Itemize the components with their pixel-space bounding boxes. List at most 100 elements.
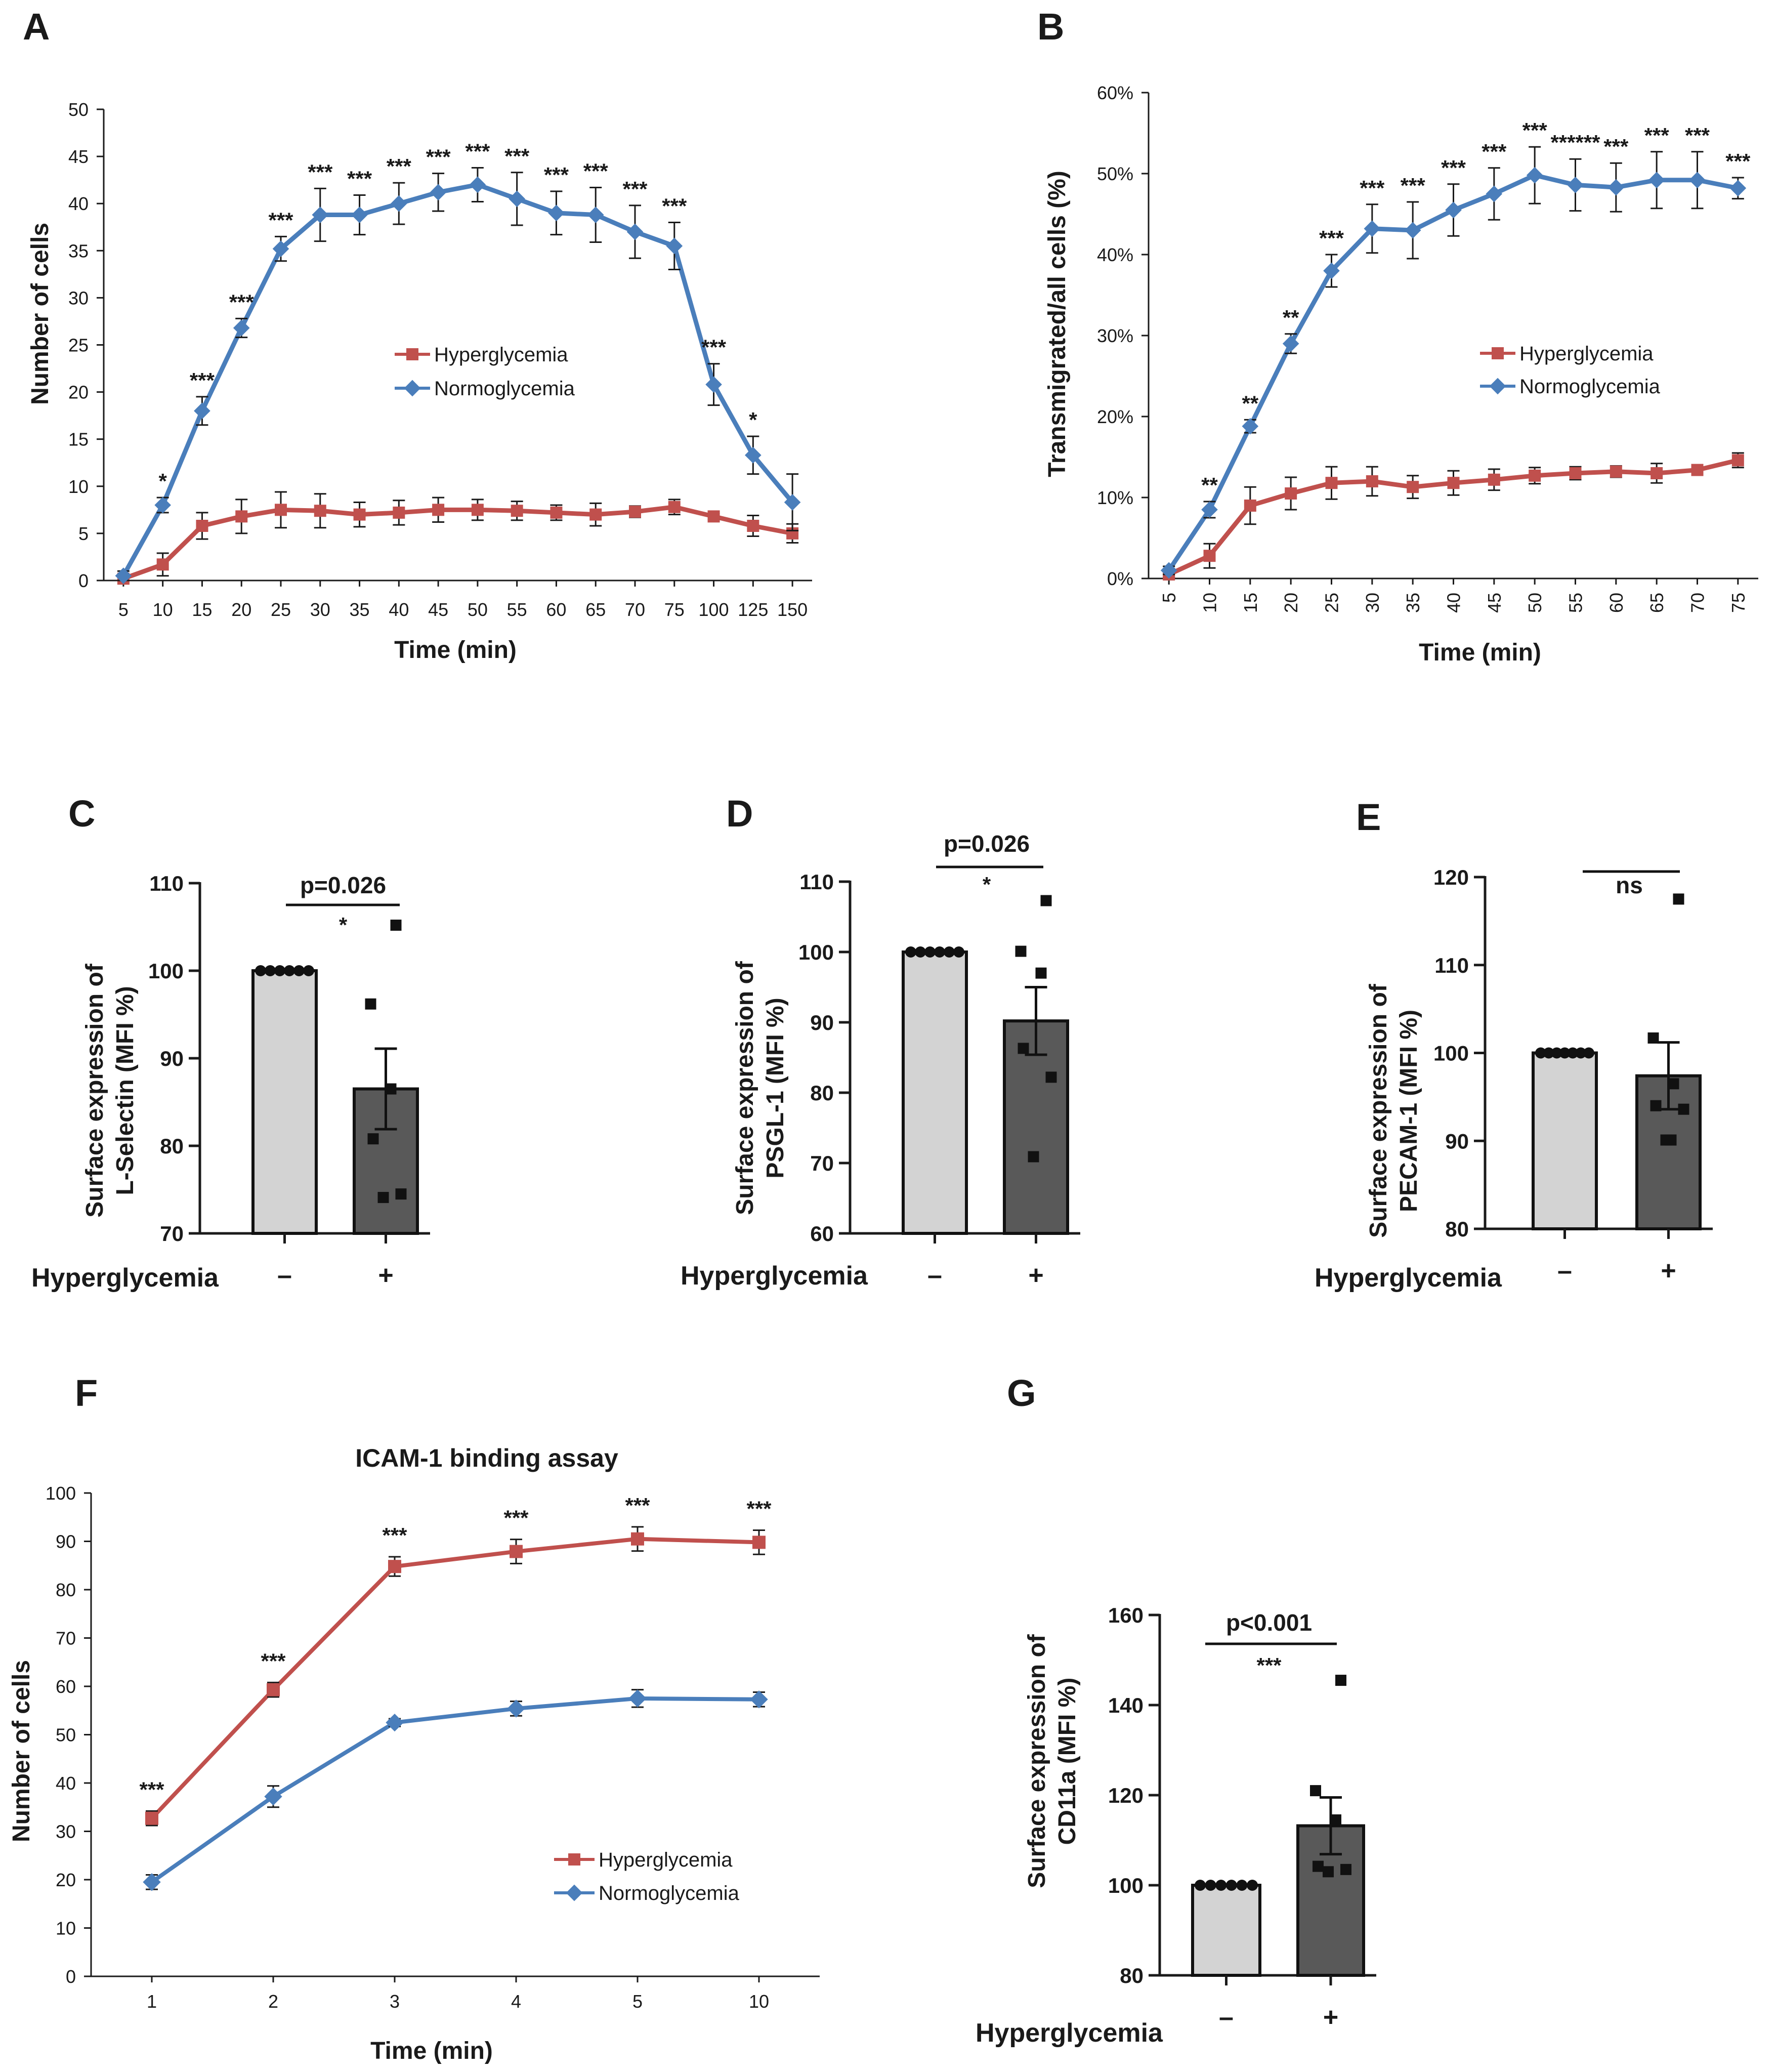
panel-b-significance-label: *** [1482,140,1507,163]
data-point-hyperglycemia [1668,1078,1679,1090]
panel-b-legend: Hyperglycemia Normoglycemia [1480,343,1661,398]
data-point-hyperglycemia [1035,967,1047,979]
panel-g-category-label: – [1219,2003,1234,2032]
panel-a-significance-label: *** [583,159,609,183]
panel-g-p-value: p<0.001 [1226,1609,1312,1636]
data-point-normoglycemia [1160,562,1177,579]
panel-letter-e: E [1356,796,1381,838]
bar-control [251,969,318,1235]
data-point-hyperglycemia [1650,1100,1662,1111]
panel-a-y-tick-label: 10 [68,476,89,497]
data-point-control [944,946,955,958]
data-point-control [1205,1880,1216,1891]
data-point-normoglycemia [115,567,132,585]
data-point-hyperglycemia [752,1536,766,1549]
legend-marker-normoglycemia [566,1884,583,1901]
data-point-normoglycemia [1242,418,1259,435]
legend-label-hyperglycemia: Hyperglycemia [1519,343,1654,365]
data-point-normoglycemia [509,190,525,208]
panel-b-x-tick-label: 5 [1159,593,1179,603]
data-point-control [953,946,964,958]
panel-b-y-tick-label: 30% [1097,325,1133,346]
data-point-control [1247,1880,1258,1891]
panel-e-y-label-line-2: PECAM-1 (MFI %) [1395,1010,1422,1212]
data-point-hyperglycemia [275,504,287,516]
bar-control [1191,1884,1261,1977]
panel-a-y-tick-label: 25 [68,335,89,356]
data-point-hyperglycemia [1244,500,1256,512]
panel-b-significance-label: ** [1283,306,1299,329]
panel-g-significance: *** [1256,1653,1282,1677]
data-point-control [293,965,305,976]
data-point-control [1551,1047,1562,1059]
panel-f-y-tick-label: 60 [56,1676,76,1697]
panel-a-x-tick-label: 30 [310,599,330,620]
panel-letter-a: A [23,6,50,48]
data-point-hyperglycemia [1673,893,1684,905]
panel-c-category-label: + [378,1261,393,1290]
panel-a-significance-label: *** [347,167,372,190]
panel-f-x-tick-label: 3 [390,1991,400,2012]
data-point-control [924,946,936,958]
data-point-normoglycemia [750,1690,768,1709]
data-point-control [1195,1880,1206,1891]
panel-b-y-axis-label: Transmigrated/all cells (%) [1044,171,1071,477]
data-point-normoglycemia [705,376,722,393]
data-point-hyperglycemia [1665,1134,1677,1146]
panel-f-y-tick-label: 80 [56,1580,76,1600]
data-point-normoglycemia [1323,262,1340,279]
data-point-hyperglycemia [1569,467,1582,479]
data-point-control [1559,1047,1571,1059]
panel-f-y-tick-label: 0 [66,1966,76,1987]
legend-marker-hyperglycemia [406,348,418,360]
panel-f-legend: Hyperglycemia Normoglycemia [554,1849,740,1904]
data-point-control [274,965,285,976]
data-point-hyperglycemia [747,520,759,532]
data-point-hyperglycemia [1325,477,1338,489]
panel-a-x-tick-label: 45 [428,599,448,620]
panel-letter-b: B [1037,6,1064,48]
panel-b-significance-label: *** [1360,176,1385,200]
panel-a-x-tick-label: 125 [738,599,768,620]
panel-d-y-label-line-1: Surface expression of [732,961,758,1215]
legend-label-normoglycemia: Normoglycemia [1519,376,1661,398]
data-point-hyperglycemia [365,998,376,1010]
data-point-control [265,965,276,976]
panel-e-group-label: Hyperglycemia [1315,1263,1502,1293]
panel-g-y-label-line-2: CD11a (MFI %) [1054,1678,1081,1845]
data-point-control [915,946,926,958]
data-point-hyperglycemia [196,520,208,532]
data-point-hyperglycemia [390,920,402,931]
panel-e-significance: ns [1616,872,1643,898]
data-point-normoglycemia [1567,177,1584,193]
panel-a-significance-label: *** [701,336,727,359]
panel-c-group-label: Hyperglycemia [31,1263,219,1293]
panel-a-y-tick-label: 35 [68,240,89,261]
data-point-normoglycemia [1607,179,1625,196]
panel-e-category-label: – [1557,1256,1572,1286]
panel-f-y-tick-label: 90 [56,1531,76,1552]
data-point-hyperglycemia [145,1811,158,1825]
panel-a-legend: Hyperglycemia Normoglycemia [395,344,575,400]
panel-a-y-tick-label: 15 [68,429,89,450]
panel-d-category-label: – [927,1261,942,1290]
data-point-normoglycemia [272,240,289,257]
panel-c-category-label: – [277,1261,292,1290]
data-point-normoglycemia [1404,222,1421,239]
data-point-hyperglycemia [1285,487,1297,500]
panel-a-significance-label: *** [229,290,255,314]
data-point-normoglycemia [587,206,604,223]
panel-d-y-tick-label: 60 [810,1222,834,1246]
panel-a-x-tick-label: 50 [468,599,488,620]
data-point-normoglycemia [507,1700,525,1718]
data-point-normoglycemia [154,496,171,514]
data-point-hyperglycemia [1340,1863,1351,1875]
data-point-control [303,965,314,976]
data-point-control [1535,1047,1546,1059]
panel-e-y-tick-label: 100 [1433,1042,1469,1065]
data-point-normoglycemia [143,1873,161,1891]
panel-a-x-tick-label: 5 [118,599,129,620]
data-point-control [1215,1880,1227,1891]
data-point-normoglycemia [784,494,801,511]
panel-a-x-tick-label: 60 [546,599,566,620]
